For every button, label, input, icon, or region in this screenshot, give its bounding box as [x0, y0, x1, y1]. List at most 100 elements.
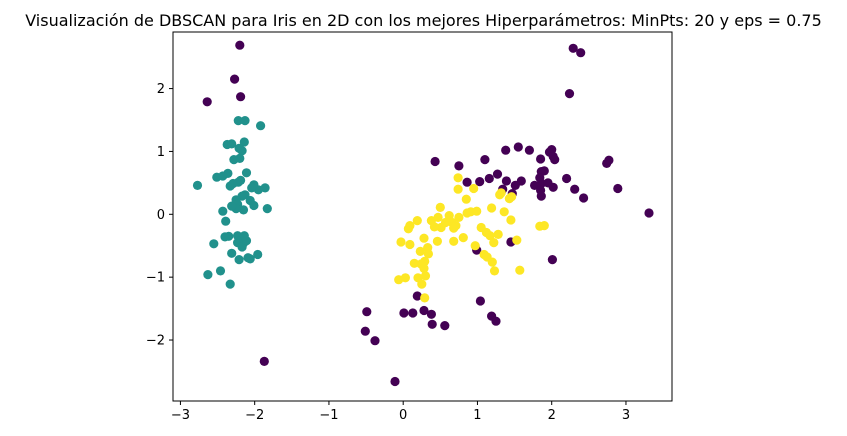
x-tick-label: 1	[473, 408, 481, 423]
data-point	[245, 254, 255, 264]
data-point	[536, 178, 546, 189]
data-point	[227, 201, 237, 211]
data-point	[420, 271, 431, 281]
data-point	[444, 211, 454, 221]
data-point	[419, 263, 429, 273]
data-point	[489, 238, 499, 248]
data-point	[524, 145, 535, 155]
data-point	[218, 206, 228, 216]
data-point	[259, 356, 269, 366]
data-point	[480, 155, 490, 165]
y-tick-label: 2	[157, 82, 165, 97]
data-point	[247, 183, 257, 193]
data-point	[462, 177, 472, 187]
data-point	[536, 154, 546, 164]
data-point	[405, 239, 415, 250]
data-point	[233, 116, 243, 126]
data-point	[234, 143, 244, 153]
data-point	[239, 137, 249, 147]
data-point	[419, 305, 429, 316]
data-point	[240, 116, 250, 126]
data-point	[507, 192, 517, 202]
data-point	[253, 249, 263, 260]
data-point	[539, 166, 549, 176]
data-point	[475, 177, 485, 187]
data-point	[562, 173, 572, 184]
data-point	[221, 216, 231, 226]
data-point	[579, 193, 589, 203]
data-point	[496, 188, 506, 198]
data-point	[469, 183, 479, 194]
data-point	[215, 266, 226, 276]
data-point	[262, 204, 272, 214]
data-point	[396, 237, 406, 247]
data-point	[536, 191, 546, 201]
data-point	[235, 40, 245, 50]
y-tick-label: −2	[146, 334, 165, 349]
data-point	[461, 194, 471, 204]
data-point	[453, 173, 463, 183]
y-tick-label: 0	[157, 208, 165, 223]
data-point	[412, 291, 422, 301]
data-point	[224, 231, 234, 241]
data-point	[499, 207, 509, 217]
data-point	[241, 168, 252, 178]
points-layer	[192, 40, 654, 387]
data-point	[394, 275, 404, 285]
data-point	[239, 231, 249, 241]
data-point	[225, 279, 235, 289]
data-point	[454, 161, 464, 171]
data-point	[420, 293, 430, 303]
data-point	[501, 176, 511, 186]
data-point	[423, 249, 433, 259]
x-tick-label: −3	[171, 408, 190, 423]
data-point	[426, 309, 436, 319]
data-point	[604, 155, 614, 165]
data-point	[230, 74, 240, 84]
data-point	[506, 215, 516, 225]
x-tick-label: 0	[399, 408, 407, 423]
x-tick-label: 3	[622, 408, 630, 423]
data-point	[543, 178, 553, 188]
data-point	[436, 222, 446, 233]
data-point	[512, 235, 522, 245]
data-point	[218, 171, 228, 181]
data-point	[470, 241, 480, 251]
data-point	[203, 270, 213, 280]
data-point	[487, 257, 497, 267]
data-point	[539, 221, 549, 231]
data-point	[568, 43, 578, 53]
data-point	[489, 266, 500, 276]
y-tick-label: −1	[146, 271, 165, 286]
data-point	[472, 206, 482, 216]
data-point	[491, 316, 501, 326]
data-point	[501, 145, 511, 155]
data-point	[475, 296, 485, 306]
ticks-layer: −3 −2 −1 0 1 2 3 −2 −1 0 1 2	[146, 82, 630, 423]
data-point	[399, 308, 409, 318]
data-point	[516, 176, 526, 186]
data-point	[430, 156, 440, 167]
data-point	[493, 229, 503, 239]
data-point	[484, 173, 494, 184]
data-point	[485, 231, 495, 241]
data-point	[564, 89, 575, 99]
data-point	[550, 155, 560, 165]
data-point	[487, 203, 497, 213]
data-point	[547, 255, 558, 265]
data-point	[449, 223, 459, 233]
data-point	[440, 321, 450, 331]
data-point	[417, 279, 427, 289]
data-point	[236, 175, 246, 185]
data-point	[492, 169, 503, 179]
data-point	[227, 139, 237, 149]
data-point	[260, 183, 270, 193]
data-point	[256, 121, 266, 131]
data-point	[547, 145, 557, 155]
x-tick-label: −2	[245, 408, 264, 423]
data-point	[234, 255, 244, 265]
data-point	[209, 239, 219, 249]
data-point	[449, 236, 459, 246]
data-point	[576, 48, 586, 58]
